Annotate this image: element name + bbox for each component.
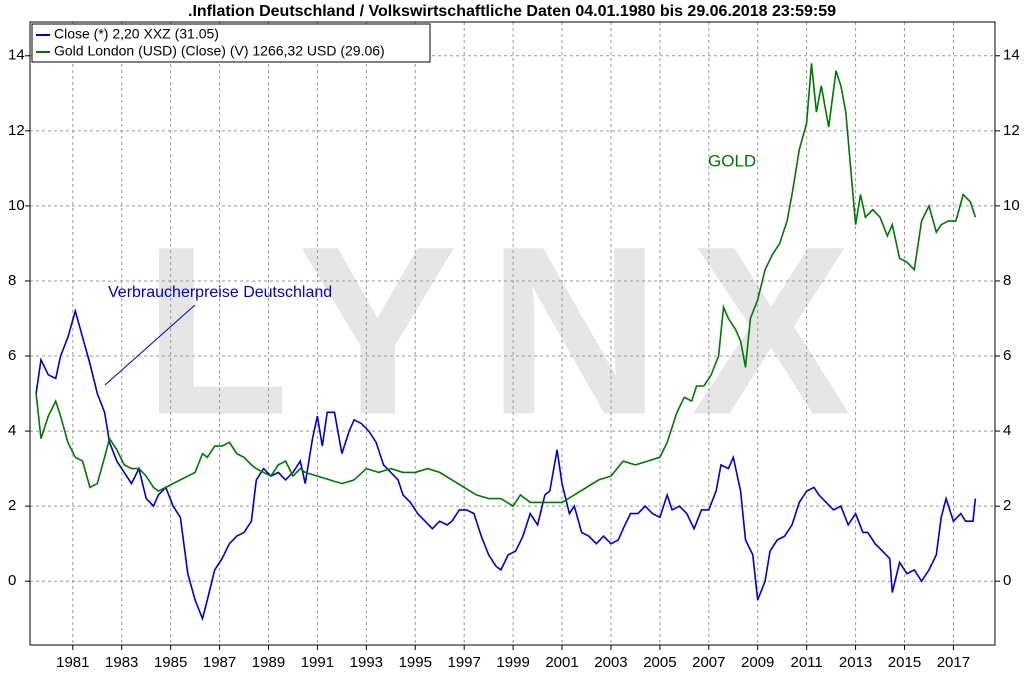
watermark: LYNX bbox=[143, 196, 881, 464]
y2-tick-label: 10 bbox=[1003, 197, 1020, 214]
y2-tick-label: 12 bbox=[1003, 122, 1020, 139]
y-tick-label: 8 bbox=[8, 272, 16, 289]
legend-label: Close (*) 2,20 XXZ (31.05) bbox=[54, 26, 219, 42]
x-tick-label: 2003 bbox=[594, 654, 627, 671]
y-tick-label: 10 bbox=[8, 197, 25, 214]
x-tick-label: 1987 bbox=[203, 654, 236, 671]
y2-tick-label: 8 bbox=[1003, 272, 1011, 289]
grid: 0 0 2 2 4 4 6 6 8 8 10 10 12 12 14 14 1981 1983 1985 1987 19… bbox=[8, 22, 1020, 671]
y-tick-label: 4 bbox=[8, 422, 16, 439]
x-tick-label: 1989 bbox=[252, 654, 285, 671]
series-line bbox=[35, 63, 977, 508]
x-tick-label: 2013 bbox=[839, 654, 872, 671]
y-tick-label: 14 bbox=[8, 47, 25, 64]
y2-tick-label: 2 bbox=[1003, 497, 1011, 514]
x-tick-label: 1985 bbox=[154, 654, 187, 671]
y2-tick-label: 4 bbox=[1003, 422, 1011, 439]
x-tick-label: 2005 bbox=[643, 654, 676, 671]
y2-tick-label: 0 bbox=[1003, 572, 1011, 589]
plot-frame bbox=[29, 21, 996, 646]
x-tick-label: 2011 bbox=[791, 654, 823, 671]
y-tick-label: 6 bbox=[8, 347, 16, 364]
y-tick-label: 2 bbox=[8, 497, 16, 514]
x-tick-label: 2017 bbox=[937, 654, 970, 671]
y-tick-label: 12 bbox=[8, 122, 25, 139]
chart-title: .Inflation Deutschland / Volkswirtschaft… bbox=[188, 3, 836, 20]
x-tick-label: 1995 bbox=[399, 654, 432, 671]
y-tick-label: 0 bbox=[8, 572, 16, 589]
x-tick-label: 1997 bbox=[448, 654, 481, 671]
x-tick-label: 1993 bbox=[350, 654, 383, 671]
x-tick-label: 1999 bbox=[496, 654, 529, 671]
annotation: Verbraucherpreise Deutschland bbox=[108, 284, 332, 301]
legend-items: Close (*) 2,20 XXZ (31.05)Gold London (U… bbox=[36, 26, 385, 59]
x-tick-label: 2007 bbox=[692, 654, 725, 671]
x-tick-label: 1991 bbox=[301, 654, 334, 671]
y2-tick-label: 14 bbox=[1003, 47, 1020, 64]
lines bbox=[35, 63, 977, 622]
annotation: GOLD bbox=[708, 151, 756, 170]
series-line bbox=[35, 308, 977, 622]
legend bbox=[31, 23, 431, 63]
x-tick-label: 1983 bbox=[105, 654, 138, 671]
annotation-pointer bbox=[104, 304, 196, 386]
y2-tick-label: 6 bbox=[1003, 347, 1011, 364]
legend-label: Gold London (USD) (Close) (V) 1266,32 US… bbox=[54, 43, 385, 59]
x-tick-label: 2001 bbox=[545, 654, 578, 671]
x-tick-label: 2015 bbox=[888, 654, 921, 671]
x-tick-label: 2009 bbox=[741, 654, 774, 671]
x-tick-label: 1981 bbox=[56, 654, 89, 671]
